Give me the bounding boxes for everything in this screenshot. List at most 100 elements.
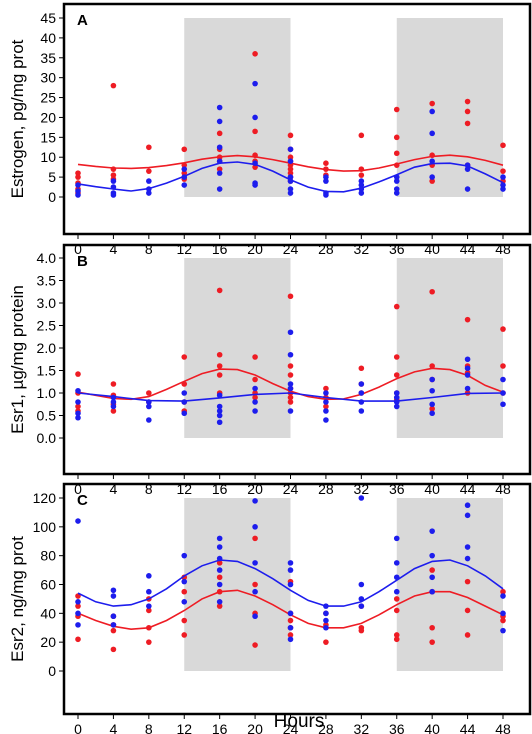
data-point	[287, 394, 294, 401]
panel-frame	[62, 243, 532, 476]
data-point	[393, 174, 400, 180]
data-point	[393, 574, 400, 581]
data-point	[500, 376, 506, 383]
data-point	[110, 627, 117, 634]
data-point	[287, 372, 294, 378]
data-point	[216, 588, 223, 595]
x-tick-label: 8	[145, 721, 153, 734]
data-point	[429, 174, 435, 180]
data-point	[429, 100, 435, 107]
y-tick-label: 0	[48, 663, 56, 679]
data-point	[252, 613, 258, 620]
data-point	[110, 593, 117, 599]
data-point	[500, 168, 506, 174]
data-point	[464, 372, 471, 378]
data-point	[146, 399, 152, 405]
data-point	[323, 166, 329, 172]
data-point	[181, 578, 188, 585]
data-point	[216, 408, 223, 414]
data-point	[216, 351, 223, 358]
data-point	[464, 502, 471, 509]
data-point	[181, 146, 188, 153]
data-point	[75, 622, 81, 628]
y-tick-label: 0.0	[37, 430, 57, 446]
x-tick-label: 4	[110, 721, 118, 734]
data-point	[323, 192, 329, 198]
x-tick-label: 24	[283, 241, 299, 257]
data-point	[216, 104, 223, 111]
data-point	[216, 599, 223, 605]
data-point	[110, 394, 117, 401]
data-point	[429, 363, 435, 369]
data-point	[110, 403, 117, 410]
data-point	[181, 174, 188, 180]
data-point	[393, 390, 400, 396]
x-tick-label: 36	[389, 241, 405, 257]
panel-frame	[62, 2, 532, 236]
data-point	[252, 376, 258, 383]
data-point	[146, 403, 152, 410]
x-tick-label: 16	[212, 721, 228, 734]
data-point	[464, 544, 471, 550]
data-point	[287, 174, 294, 180]
data-point	[393, 303, 400, 310]
data-point	[393, 403, 400, 410]
data-point	[323, 617, 329, 624]
data-point	[146, 168, 152, 174]
y-tick-label: 30	[40, 70, 56, 86]
data-point	[252, 114, 258, 121]
data-point	[429, 405, 435, 412]
y-axis-title: Esr2, ng/mg prot	[8, 536, 27, 662]
data-point	[500, 593, 506, 599]
shaded-interval	[184, 498, 291, 671]
y-tick-label: 1.5	[37, 363, 57, 379]
data-point	[216, 403, 223, 410]
data-point	[216, 574, 223, 581]
data-point	[323, 417, 329, 423]
x-tick-label: 36	[389, 721, 405, 734]
data-point	[464, 512, 471, 519]
data-point	[358, 166, 365, 172]
x-tick-label: 44	[460, 721, 476, 734]
x-tick-label: 4	[110, 481, 118, 497]
data-point	[146, 390, 152, 396]
panels: A0 4 8 12 16 20 24 28 32 36 40 44 480510152025303540…	[8, 2, 532, 734]
data-point	[429, 639, 435, 645]
data-point	[110, 399, 117, 405]
data-point	[146, 607, 152, 614]
data-point	[429, 158, 435, 164]
data-point	[464, 316, 471, 323]
data-point	[429, 130, 435, 137]
data-point	[287, 636, 294, 643]
data-point	[393, 399, 400, 405]
data-point	[287, 363, 294, 369]
data-point	[146, 144, 152, 151]
data-point	[393, 560, 400, 566]
x-tick-label: 48	[495, 721, 511, 734]
x-tick-label: 8	[145, 241, 153, 257]
shaded-interval	[184, 258, 291, 438]
x-tick-label: 12	[176, 721, 192, 734]
data-point	[216, 130, 223, 137]
data-point	[393, 190, 400, 196]
data-point	[500, 390, 506, 396]
y-tick-label: 3.5	[37, 273, 57, 289]
data-point	[216, 544, 223, 550]
data-point	[287, 617, 294, 624]
x-tick-label: 0	[74, 721, 82, 734]
data-point	[358, 399, 365, 405]
data-point	[75, 192, 81, 198]
data-point	[287, 170, 294, 176]
data-point	[75, 399, 81, 405]
data-point	[146, 190, 152, 196]
data-point	[358, 132, 365, 139]
data-point	[252, 385, 258, 392]
y-axis-title: Estrogen, pg/mg prot	[8, 39, 27, 198]
y-tick-label: 25	[40, 90, 56, 106]
data-point	[252, 354, 258, 360]
data-point	[500, 326, 506, 332]
data-point	[358, 178, 365, 184]
data-point	[393, 178, 400, 184]
data-point	[252, 498, 258, 504]
data-point	[75, 182, 81, 188]
